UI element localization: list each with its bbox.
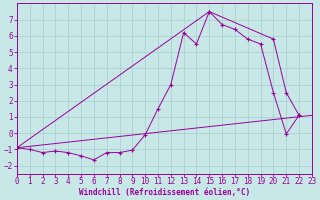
- X-axis label: Windchill (Refroidissement éolien,°C): Windchill (Refroidissement éolien,°C): [79, 188, 250, 197]
